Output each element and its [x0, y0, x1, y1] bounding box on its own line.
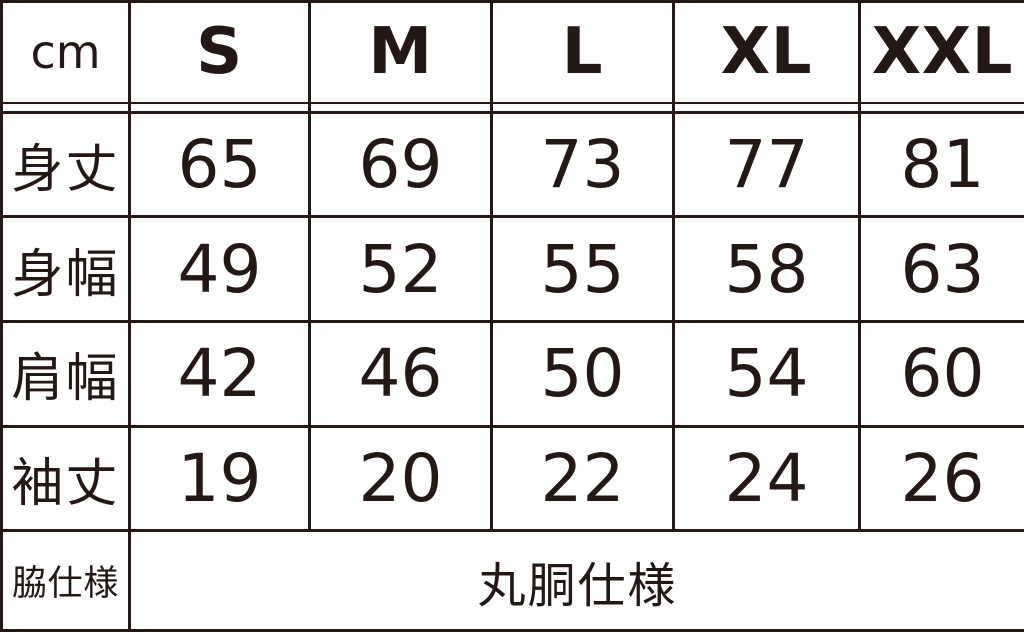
cell-value: 22 — [490, 424, 675, 533]
cell-value: 58 — [672, 215, 861, 324]
row-label: 袖丈 — [0, 424, 131, 533]
row-label: 肩幅 — [0, 320, 131, 428]
unit-label: cm — [0, 0, 131, 104]
table-row-shoulder-width: 肩幅 42 46 50 54 60 — [0, 320, 1024, 428]
cell-value: 69 — [308, 110, 493, 219]
cell-value: 26 — [858, 424, 1024, 533]
size-header-l: L — [490, 0, 675, 104]
size-header-xl: XL — [672, 0, 861, 104]
cell-value: 55 — [490, 215, 675, 324]
cell-value: 19 — [128, 424, 311, 533]
cell-value: 42 — [128, 320, 311, 428]
table-row-sleeve-length: 袖丈 19 20 22 24 26 — [0, 424, 1024, 533]
table-row-body-width: 身幅 49 52 55 58 63 — [0, 215, 1024, 324]
cell-value: 50 — [490, 320, 675, 428]
cell-value: 77 — [672, 110, 861, 219]
cell-value: 54 — [672, 320, 861, 428]
cell-value: 46 — [308, 320, 493, 428]
row-label: 身幅 — [0, 215, 131, 324]
size-header-row: cm S M L XL XXL — [0, 0, 1024, 104]
side-spec-value: 丸胴仕様 — [128, 529, 1024, 632]
size-header-s: S — [128, 0, 311, 104]
size-header-xxl: XXL — [858, 0, 1024, 104]
cell-value: 60 — [858, 320, 1024, 428]
cell-value: 52 — [308, 215, 493, 324]
cell-value: 24 — [672, 424, 861, 533]
cell-value: 65 — [128, 110, 311, 219]
cell-value: 49 — [128, 215, 311, 324]
cell-value: 81 — [858, 110, 1024, 219]
cell-value: 73 — [490, 110, 675, 219]
row-label: 脇仕様 — [0, 529, 131, 632]
size-header-m: M — [308, 0, 493, 104]
table-row-side-spec: 脇仕様 丸胴仕様 — [0, 529, 1024, 632]
cell-value: 20 — [308, 424, 493, 533]
table-row-body-length: 身丈 65 69 73 77 81 — [0, 110, 1024, 219]
cell-value: 63 — [858, 215, 1024, 324]
row-label: 身丈 — [0, 110, 131, 219]
double-rule-spacer — [0, 101, 1024, 114]
